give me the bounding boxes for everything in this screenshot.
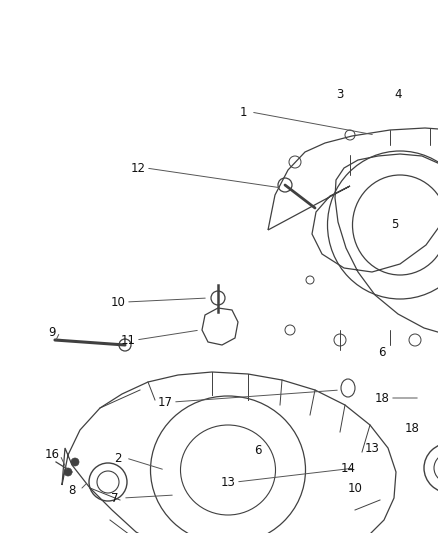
Text: 12: 12 — [131, 161, 145, 174]
Text: 1: 1 — [239, 106, 247, 118]
Text: 14: 14 — [340, 462, 356, 474]
Text: 13: 13 — [364, 441, 379, 455]
Text: 13: 13 — [221, 475, 236, 489]
Circle shape — [64, 468, 72, 476]
Text: 16: 16 — [45, 448, 60, 462]
Text: 6: 6 — [378, 345, 386, 359]
Text: 3: 3 — [336, 88, 344, 101]
Text: 18: 18 — [374, 392, 389, 405]
Text: 10: 10 — [348, 481, 362, 495]
Text: 8: 8 — [68, 483, 76, 497]
Text: 10: 10 — [110, 295, 125, 309]
Text: 11: 11 — [120, 334, 135, 346]
Text: 2: 2 — [114, 451, 122, 464]
Text: 5: 5 — [391, 219, 399, 231]
Text: 6: 6 — [254, 443, 262, 456]
Text: 9: 9 — [48, 326, 56, 338]
Text: 18: 18 — [405, 422, 420, 434]
Text: 7: 7 — [111, 491, 119, 505]
Text: 4: 4 — [394, 88, 402, 101]
Circle shape — [71, 458, 79, 466]
Text: 17: 17 — [158, 395, 173, 408]
